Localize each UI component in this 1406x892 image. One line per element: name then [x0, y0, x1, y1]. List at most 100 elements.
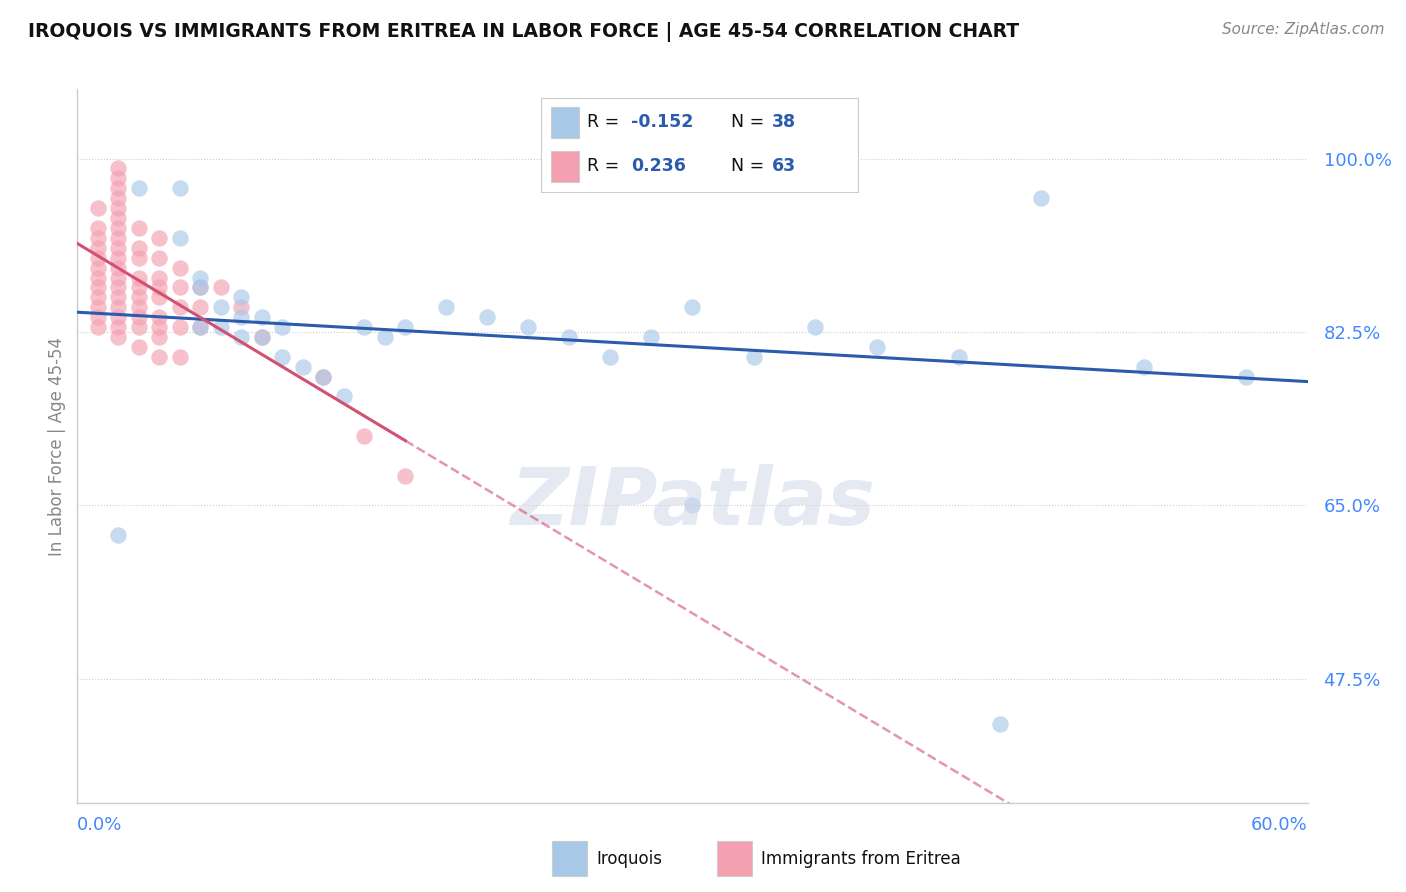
Point: [988, 716, 1011, 731]
Point: [394, 468, 416, 483]
Point: [1132, 359, 1154, 374]
Point: [128, 320, 150, 334]
Bar: [717, 841, 752, 876]
Point: [107, 280, 129, 294]
Point: [128, 290, 150, 304]
Point: [394, 320, 416, 334]
Point: [353, 320, 375, 334]
Point: [87, 310, 110, 325]
Point: [169, 260, 191, 275]
Text: Source: ZipAtlas.com: Source: ZipAtlas.com: [1222, 22, 1385, 37]
Text: IROQUOIS VS IMMIGRANTS FROM ERITREA IN LABOR FORCE | AGE 45-54 CORRELATION CHART: IROQUOIS VS IMMIGRANTS FROM ERITREA IN L…: [28, 22, 1019, 42]
Point: [148, 280, 170, 294]
Point: [107, 290, 129, 304]
Point: [231, 310, 253, 325]
Text: 60.0%: 60.0%: [1251, 816, 1308, 834]
Point: [128, 340, 150, 354]
Point: [128, 270, 150, 285]
Point: [107, 161, 129, 176]
Point: [250, 330, 273, 344]
Point: [148, 270, 170, 285]
Point: [148, 290, 170, 304]
Point: [107, 270, 129, 285]
Point: [107, 310, 129, 325]
Bar: [551, 841, 588, 876]
Point: [169, 320, 191, 334]
Point: [312, 369, 335, 384]
Point: [128, 221, 150, 235]
Point: [169, 280, 191, 294]
Point: [148, 330, 170, 344]
Point: [107, 528, 129, 542]
Point: [87, 260, 110, 275]
Text: Iroquois: Iroquois: [596, 849, 662, 868]
Point: [742, 350, 765, 364]
Point: [353, 429, 375, 443]
Point: [477, 310, 499, 325]
Point: [128, 251, 150, 265]
Point: [312, 369, 335, 384]
Point: [107, 201, 129, 215]
Point: [333, 389, 356, 403]
Point: [107, 241, 129, 255]
Point: [148, 320, 170, 334]
Point: [87, 231, 110, 245]
Point: [188, 270, 212, 285]
Point: [107, 260, 129, 275]
Point: [1029, 191, 1052, 205]
Point: [128, 280, 150, 294]
Text: -0.152: -0.152: [631, 113, 693, 131]
Point: [169, 231, 191, 245]
Bar: [551, 106, 579, 138]
Text: ZIPatlas: ZIPatlas: [510, 464, 875, 542]
Point: [107, 231, 129, 245]
Point: [682, 499, 704, 513]
Point: [107, 221, 129, 235]
Point: [107, 181, 129, 195]
Point: [948, 350, 970, 364]
Point: [107, 320, 129, 334]
Point: [558, 330, 581, 344]
Point: [209, 300, 232, 314]
Point: [271, 350, 294, 364]
Point: [107, 251, 129, 265]
Point: [128, 310, 150, 325]
Point: [87, 221, 110, 235]
Point: [682, 300, 704, 314]
Point: [436, 300, 458, 314]
Bar: [551, 151, 579, 183]
Point: [169, 181, 191, 195]
Point: [209, 320, 232, 334]
Text: 0.236: 0.236: [631, 158, 686, 176]
Point: [87, 270, 110, 285]
Point: [231, 330, 253, 344]
Text: 38: 38: [772, 113, 796, 131]
Point: [231, 300, 253, 314]
Point: [87, 290, 110, 304]
Point: [1234, 369, 1257, 384]
Point: [250, 330, 273, 344]
Point: [148, 251, 170, 265]
Point: [188, 280, 212, 294]
Point: [148, 350, 170, 364]
Point: [599, 350, 621, 364]
Point: [231, 290, 253, 304]
Point: [374, 330, 396, 344]
Point: [87, 320, 110, 334]
Point: [87, 280, 110, 294]
Point: [804, 320, 827, 334]
Point: [188, 300, 212, 314]
Text: 0.0%: 0.0%: [77, 816, 122, 834]
Point: [169, 300, 191, 314]
Point: [169, 350, 191, 364]
Point: [188, 320, 212, 334]
Point: [250, 310, 273, 325]
Text: R =: R =: [588, 113, 624, 131]
Point: [107, 300, 129, 314]
Point: [188, 320, 212, 334]
Text: N =: N =: [731, 113, 770, 131]
Point: [866, 340, 889, 354]
Point: [107, 191, 129, 205]
Point: [148, 310, 170, 325]
Point: [87, 241, 110, 255]
